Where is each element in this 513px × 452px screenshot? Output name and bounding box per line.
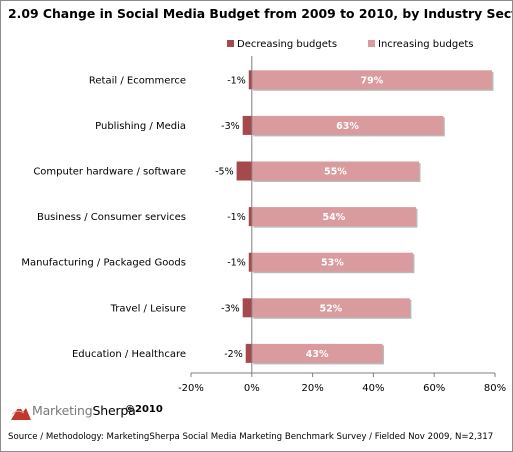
copyright: ©2010 xyxy=(125,404,163,415)
logo-wordmark: MarketingSherpa xyxy=(32,403,136,418)
value-label-decreasing: -1% xyxy=(227,212,246,223)
category-label: Business / Consumer services xyxy=(37,212,186,223)
x-tick-label: 0% xyxy=(244,383,260,394)
x-tick-label: 20% xyxy=(301,383,323,394)
value-label-increasing: 43% xyxy=(306,349,329,360)
bar-decreasing xyxy=(248,207,252,227)
logo-sherpa: Sherpa xyxy=(92,403,136,418)
category-label: Manufacturing / Packaged Goods xyxy=(21,258,186,269)
category-label: Travel / Leisure xyxy=(110,303,186,314)
logo-marketing: Marketing xyxy=(32,403,93,418)
mountain-logo-icon xyxy=(11,406,31,420)
value-label-decreasing: -1% xyxy=(227,258,246,269)
category-label: Computer hardware / software xyxy=(33,167,186,178)
bar-decreasing xyxy=(242,298,252,318)
source-note: Source / Methodology: MarketingSherpa So… xyxy=(8,432,494,442)
marketingsherpa-logo: MarketingSherpa xyxy=(10,400,160,424)
bars xyxy=(236,70,494,365)
x-tick-label: 80% xyxy=(484,383,506,394)
bar-decreasing xyxy=(242,115,252,135)
value-label-decreasing: -5% xyxy=(215,167,234,178)
legend-swatch-decreasing xyxy=(227,40,234,47)
legend-swatch-increasing xyxy=(368,40,375,47)
x-tick-label: 60% xyxy=(423,383,445,394)
x-tick-label: -20% xyxy=(178,383,204,394)
value-label-increasing: 54% xyxy=(323,212,346,223)
value-label-decreasing: -1% xyxy=(227,75,246,86)
bar-increasing xyxy=(251,298,410,318)
value-label-decreasing: -3% xyxy=(221,303,240,314)
bar-increasing xyxy=(251,343,383,363)
bar-decreasing xyxy=(248,70,252,90)
chart-title: 2.09 Change in Social Media Budget from … xyxy=(8,6,513,21)
legend-label-decreasing: Decreasing budgets xyxy=(237,39,337,50)
legend: Decreasing budgets Increasing budgets xyxy=(227,39,473,50)
category-label: Education / Healthcare xyxy=(72,349,186,360)
bar-increasing xyxy=(251,70,492,90)
value-label-increasing: 79% xyxy=(361,75,384,86)
value-label-increasing: 55% xyxy=(324,167,347,178)
category-label: Publishing / Media xyxy=(95,121,186,132)
value-label-decreasing: -3% xyxy=(221,121,240,132)
bar-increasing xyxy=(251,115,444,135)
bar-increasing xyxy=(251,252,413,272)
legend-label-increasing: Increasing budgets xyxy=(378,39,473,50)
x-tick-label: 40% xyxy=(362,383,384,394)
bar-decreasing xyxy=(248,252,252,272)
value-label-increasing: 63% xyxy=(336,121,359,132)
bar-decreasing xyxy=(236,161,252,181)
bar-decreasing xyxy=(245,343,252,363)
bar-increasing xyxy=(251,207,416,227)
x-axis: -20% 0% 20% 40% 60% 80% xyxy=(178,56,506,394)
value-labels: -1% 79% -3% 63% -5% 55% -1% 54% -1% 53% -3% 52% -2% 4… xyxy=(215,75,384,360)
value-label-increasing: 53% xyxy=(321,258,344,269)
value-label-decreasing: -2% xyxy=(224,349,243,360)
bar-increasing xyxy=(251,161,419,181)
value-label-increasing: 52% xyxy=(319,303,342,314)
category-label: Retail / Ecommerce xyxy=(89,75,186,86)
category-labels: Retail / Ecommerce Publishing / Media Comp… xyxy=(21,75,186,360)
